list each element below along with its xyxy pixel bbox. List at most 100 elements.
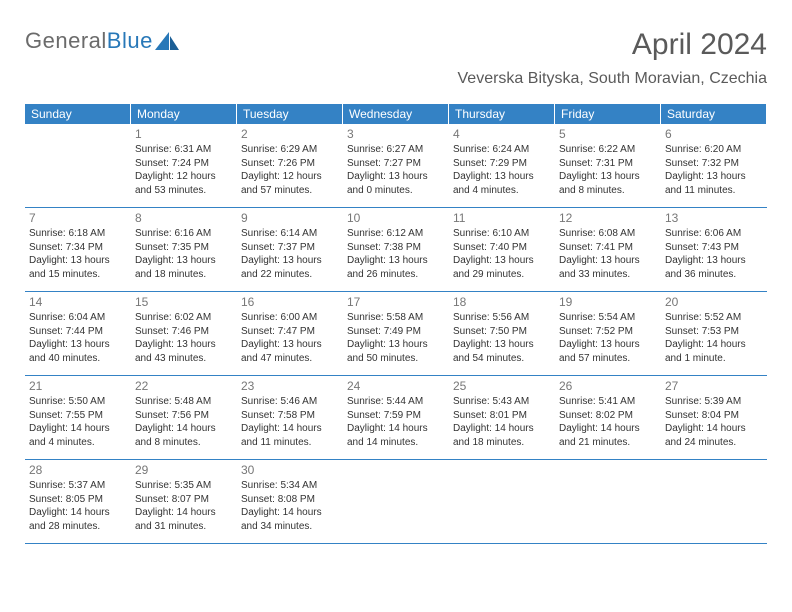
daylight2-text: and 54 minutes. [453, 352, 551, 366]
day-number: 4 [453, 126, 551, 142]
sunset-text: Sunset: 7:50 PM [453, 325, 551, 339]
day-number: 13 [665, 210, 763, 226]
sunrise-text: Sunrise: 5:44 AM [347, 395, 445, 409]
daylight2-text: and 8 minutes. [559, 184, 657, 198]
sunrise-text: Sunrise: 5:37 AM [29, 479, 127, 493]
brand-sail-icon [155, 32, 179, 50]
sunset-text: Sunset: 7:46 PM [135, 325, 233, 339]
daylight1-text: Daylight: 13 hours [241, 338, 339, 352]
daylight1-text: Daylight: 13 hours [29, 338, 127, 352]
day-cell-11: 11Sunrise: 6:10 AMSunset: 7:40 PMDayligh… [449, 208, 555, 292]
sunrise-text: Sunrise: 5:48 AM [135, 395, 233, 409]
day-number: 5 [559, 126, 657, 142]
sunset-text: Sunset: 7:35 PM [135, 241, 233, 255]
day-number: 29 [135, 462, 233, 478]
daylight1-text: Daylight: 13 hours [29, 254, 127, 268]
day-cell-19: 19Sunrise: 5:54 AMSunset: 7:52 PMDayligh… [555, 292, 661, 376]
sunset-text: Sunset: 8:08 PM [241, 493, 339, 507]
sunset-text: Sunset: 8:02 PM [559, 409, 657, 423]
sunrise-text: Sunrise: 5:58 AM [347, 311, 445, 325]
day-header-sunday: Sunday [25, 104, 131, 124]
daylight1-text: Daylight: 14 hours [665, 338, 763, 352]
sunrise-text: Sunrise: 5:34 AM [241, 479, 339, 493]
sunset-text: Sunset: 7:29 PM [453, 157, 551, 171]
daylight2-text: and 24 minutes. [665, 436, 763, 450]
sunrise-text: Sunrise: 5:43 AM [453, 395, 551, 409]
day-number: 3 [347, 126, 445, 142]
day-cell-26: 26Sunrise: 5:41 AMSunset: 8:02 PMDayligh… [555, 376, 661, 460]
daylight2-text: and 4 minutes. [29, 436, 127, 450]
daylight2-text: and 8 minutes. [135, 436, 233, 450]
day-cell-27: 27Sunrise: 5:39 AMSunset: 8:04 PMDayligh… [661, 376, 767, 460]
day-header-wednesday: Wednesday [343, 104, 449, 124]
daylight2-text: and 11 minutes. [241, 436, 339, 450]
daylight1-text: Daylight: 13 hours [559, 170, 657, 184]
day-number: 15 [135, 294, 233, 310]
daylight1-text: Daylight: 14 hours [559, 422, 657, 436]
daylight2-text: and 21 minutes. [559, 436, 657, 450]
daylight1-text: Daylight: 14 hours [29, 422, 127, 436]
daylight2-text: and 15 minutes. [29, 268, 127, 282]
day-cell-25: 25Sunrise: 5:43 AMSunset: 8:01 PMDayligh… [449, 376, 555, 460]
sunset-text: Sunset: 7:37 PM [241, 241, 339, 255]
sunrise-text: Sunrise: 5:46 AM [241, 395, 339, 409]
day-number: 11 [453, 210, 551, 226]
day-header-thursday: Thursday [449, 104, 555, 124]
day-cell-1: 1Sunrise: 6:31 AMSunset: 7:24 PMDaylight… [131, 124, 237, 208]
daylight2-text: and 34 minutes. [241, 520, 339, 534]
daylight2-text: and 14 minutes. [347, 436, 445, 450]
day-cell-30: 30Sunrise: 5:34 AMSunset: 8:08 PMDayligh… [237, 460, 343, 544]
sunset-text: Sunset: 7:49 PM [347, 325, 445, 339]
day-cell-20: 20Sunrise: 5:52 AMSunset: 7:53 PMDayligh… [661, 292, 767, 376]
day-header-friday: Friday [555, 104, 661, 124]
sunset-text: Sunset: 7:32 PM [665, 157, 763, 171]
daylight1-text: Daylight: 13 hours [559, 254, 657, 268]
day-number: 23 [241, 378, 339, 394]
daylight2-text: and 18 minutes. [135, 268, 233, 282]
daylight1-text: Daylight: 13 hours [453, 338, 551, 352]
sunrise-text: Sunrise: 6:22 AM [559, 143, 657, 157]
sunset-text: Sunset: 7:59 PM [347, 409, 445, 423]
daylight2-text: and 0 minutes. [347, 184, 445, 198]
day-cell-empty [661, 460, 767, 544]
daylight2-text: and 22 minutes. [241, 268, 339, 282]
sunset-text: Sunset: 8:01 PM [453, 409, 551, 423]
daylight1-text: Daylight: 14 hours [241, 506, 339, 520]
sunset-text: Sunset: 7:26 PM [241, 157, 339, 171]
day-cell-29: 29Sunrise: 5:35 AMSunset: 8:07 PMDayligh… [131, 460, 237, 544]
daylight1-text: Daylight: 14 hours [347, 422, 445, 436]
sunset-text: Sunset: 7:27 PM [347, 157, 445, 171]
sunrise-text: Sunrise: 5:52 AM [665, 311, 763, 325]
day-cell-7: 7Sunrise: 6:18 AMSunset: 7:34 PMDaylight… [25, 208, 131, 292]
day-cell-12: 12Sunrise: 6:08 AMSunset: 7:41 PMDayligh… [555, 208, 661, 292]
day-number: 27 [665, 378, 763, 394]
daylight1-text: Daylight: 14 hours [29, 506, 127, 520]
day-number: 21 [29, 378, 127, 394]
sunrise-text: Sunrise: 6:02 AM [135, 311, 233, 325]
location-text: Veverska Bityska, South Moravian, Czechi… [458, 70, 767, 88]
day-number: 2 [241, 126, 339, 142]
day-number: 10 [347, 210, 445, 226]
day-cell-21: 21Sunrise: 5:50 AMSunset: 7:55 PMDayligh… [25, 376, 131, 460]
daylight1-text: Daylight: 13 hours [135, 254, 233, 268]
day-number: 22 [135, 378, 233, 394]
day-number: 17 [347, 294, 445, 310]
daylight1-text: Daylight: 13 hours [559, 338, 657, 352]
brand-text: GeneralBlue [25, 28, 153, 54]
daylight2-text: and 31 minutes. [135, 520, 233, 534]
day-cell-18: 18Sunrise: 5:56 AMSunset: 7:50 PMDayligh… [449, 292, 555, 376]
day-cell-10: 10Sunrise: 6:12 AMSunset: 7:38 PMDayligh… [343, 208, 449, 292]
daylight1-text: Daylight: 14 hours [135, 422, 233, 436]
daylight2-text: and 43 minutes. [135, 352, 233, 366]
daylight1-text: Daylight: 12 hours [241, 170, 339, 184]
sunset-text: Sunset: 7:55 PM [29, 409, 127, 423]
daylight1-text: Daylight: 13 hours [347, 338, 445, 352]
daylight2-text: and 57 minutes. [241, 184, 339, 198]
sunrise-text: Sunrise: 5:41 AM [559, 395, 657, 409]
daylight2-text: and 53 minutes. [135, 184, 233, 198]
day-number: 25 [453, 378, 551, 394]
day-number: 20 [665, 294, 763, 310]
sunrise-text: Sunrise: 6:27 AM [347, 143, 445, 157]
daylight2-text: and 4 minutes. [453, 184, 551, 198]
daylight2-text: and 26 minutes. [347, 268, 445, 282]
